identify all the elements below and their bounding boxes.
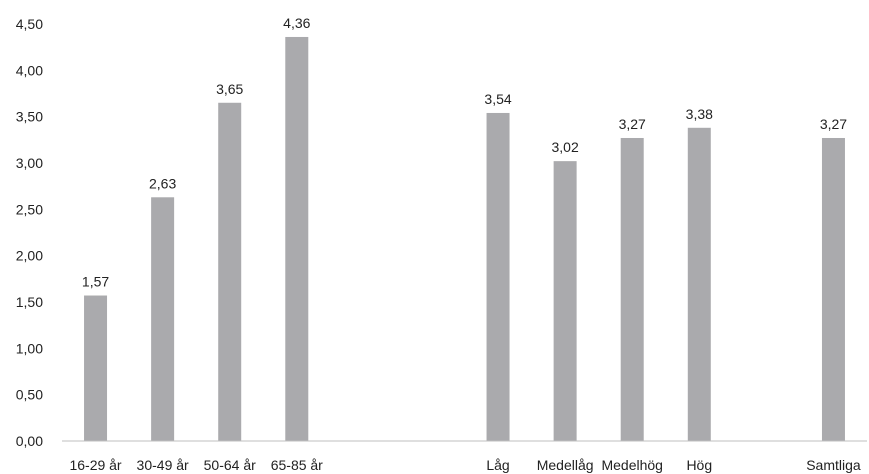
value-labels: 1,57 2,63 3,65 4,36 3,54 3,02 3,27 3,38 3,27 (82, 15, 847, 290)
x-tick-label: 65-85 år (271, 457, 323, 473)
y-axis: 0,00 0,50 1,00 1,50 2,00 2,50 3,00 3,50 4,00 4,50 (16, 16, 43, 449)
x-axis: 16-29 år 30-49 år 50-64 år 65-85 år Låg Medel… (62, 440, 867, 473)
y-tick-label: 4,50 (16, 16, 43, 32)
y-tick-label: 0,50 (16, 387, 43, 403)
x-tick-label: Medellåg (537, 457, 594, 473)
bar (486, 112, 510, 442)
data-label: 3,65 (216, 81, 243, 97)
data-label: 3,27 (619, 116, 646, 132)
bar (285, 36, 309, 442)
x-tick-label: 30-49 år (137, 457, 189, 473)
y-tick-label: 1,50 (16, 294, 43, 310)
y-tick-label: 1,00 (16, 340, 43, 356)
y-tick-label: 2,50 (16, 201, 43, 217)
x-tick-label: 50-64 år (204, 457, 256, 473)
bar (821, 137, 845, 442)
data-label: 2,63 (149, 175, 176, 191)
bar (687, 127, 711, 441)
bar (151, 197, 175, 441)
x-tick-label: Samtliga (806, 457, 861, 473)
data-label: 3,02 (552, 139, 579, 155)
y-tick-label: 3,00 (16, 155, 43, 171)
bar (553, 161, 577, 441)
data-label: 1,57 (82, 274, 109, 290)
data-label: 3,27 (820, 116, 847, 132)
data-label: 3,38 (686, 106, 713, 122)
y-tick-label: 2,00 (16, 248, 43, 264)
data-label: 4,36 (283, 15, 310, 31)
x-tick-label: Hög (686, 457, 712, 473)
y-tick-label: 4,00 (16, 62, 43, 78)
y-tick-label: 3,50 (16, 109, 43, 125)
bar (218, 102, 242, 442)
bar (84, 295, 108, 441)
x-tick-label: Låg (486, 457, 509, 473)
x-tick-label: 16-29 år (69, 457, 121, 473)
bars (84, 36, 845, 442)
y-tick-label: 0,00 (16, 433, 43, 449)
data-label: 3,54 (484, 91, 511, 107)
bar (620, 137, 644, 442)
x-tick-label: Medelhög (601, 457, 663, 473)
